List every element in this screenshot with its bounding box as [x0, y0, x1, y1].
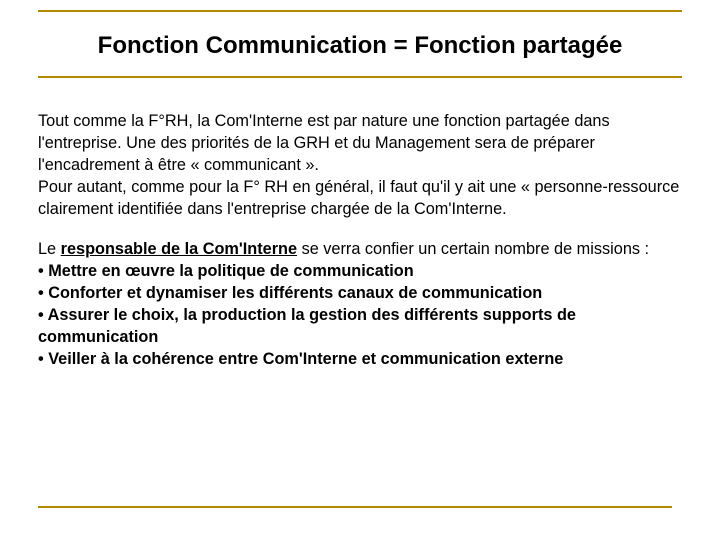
paragraph-1: Tout comme la F°RH, la Com'Interne est p…: [38, 110, 682, 220]
para2-lead-b: se verra confier un certain nombre de mi…: [297, 240, 649, 258]
bullet-2: • Conforter et dynamiser les différents …: [38, 284, 542, 302]
title-rule-top: [38, 10, 682, 12]
title-rule-bottom: [38, 76, 682, 78]
bullet-1: • Mettre en œuvre la politique de commun…: [38, 262, 414, 280]
para2-lead-bold: responsable de la Com'Interne: [61, 240, 297, 258]
bullet-4: • Veiller à la cohérence entre Com'Inter…: [38, 350, 563, 368]
title-region: Fonction Communication = Fonction partag…: [38, 10, 682, 78]
slide-title: Fonction Communication = Fonction partag…: [38, 32, 682, 60]
slide: Fonction Communication = Fonction partag…: [0, 0, 720, 540]
bottom-rule: [38, 506, 672, 508]
bullet-3: • Assurer le choix, la production la ges…: [38, 306, 576, 346]
paragraph-1a-text: Tout comme la F°RH, la Com'Interne est p…: [38, 112, 610, 174]
para2-lead-a: Le: [38, 240, 61, 258]
paragraph-2: Le responsable de la Com'Interne se verr…: [38, 238, 682, 370]
body-region: Tout comme la F°RH, la Com'Interne est p…: [38, 110, 682, 388]
paragraph-1b-text: Pour autant, comme pour la F° RH en géné…: [38, 178, 679, 218]
